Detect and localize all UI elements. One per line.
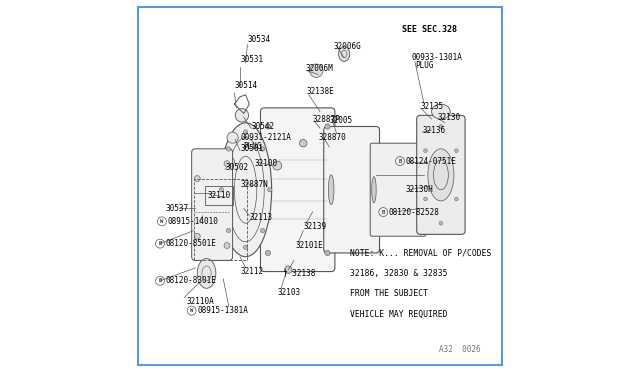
Text: 08120-82528: 08120-82528 bbox=[389, 208, 440, 217]
Circle shape bbox=[243, 130, 248, 134]
Ellipse shape bbox=[431, 104, 450, 119]
Text: 32113: 32113 bbox=[250, 213, 273, 222]
Text: 00931-2121A: 00931-2121A bbox=[240, 133, 291, 142]
Circle shape bbox=[195, 176, 200, 182]
Circle shape bbox=[219, 187, 223, 192]
Circle shape bbox=[224, 243, 230, 248]
Ellipse shape bbox=[197, 259, 216, 288]
Circle shape bbox=[325, 124, 330, 129]
Text: 32101E: 32101E bbox=[296, 241, 324, 250]
Text: 30537: 30537 bbox=[166, 204, 189, 213]
Text: NOTE: K... REMOVAL OF P/CODES: NOTE: K... REMOVAL OF P/CODES bbox=[349, 248, 491, 257]
Circle shape bbox=[223, 156, 234, 167]
Text: 30514: 30514 bbox=[234, 81, 257, 90]
Ellipse shape bbox=[428, 149, 454, 201]
Text: 30534: 30534 bbox=[248, 35, 271, 44]
Circle shape bbox=[439, 221, 443, 225]
Text: B: B bbox=[159, 241, 162, 246]
FancyBboxPatch shape bbox=[417, 115, 465, 234]
Text: 32110: 32110 bbox=[207, 191, 231, 200]
Circle shape bbox=[310, 64, 323, 77]
Text: † 32138: † 32138 bbox=[283, 269, 315, 278]
Text: 32135: 32135 bbox=[420, 102, 444, 110]
Text: 32887N: 32887N bbox=[240, 180, 268, 189]
Text: 32110A: 32110A bbox=[186, 297, 214, 306]
Text: 00933-1301A: 00933-1301A bbox=[411, 53, 462, 62]
Circle shape bbox=[325, 250, 330, 256]
Text: 08120-8301E: 08120-8301E bbox=[166, 276, 216, 285]
Text: 328870: 328870 bbox=[318, 133, 346, 142]
FancyBboxPatch shape bbox=[191, 149, 232, 260]
Ellipse shape bbox=[339, 46, 349, 61]
Circle shape bbox=[235, 109, 248, 122]
Circle shape bbox=[285, 266, 292, 273]
Circle shape bbox=[260, 147, 265, 151]
Circle shape bbox=[260, 228, 265, 233]
Circle shape bbox=[439, 125, 443, 128]
Text: 32130H: 32130H bbox=[406, 185, 433, 194]
Text: 32136: 32136 bbox=[422, 126, 445, 135]
Text: SEE SEC.328: SEE SEC.328 bbox=[402, 25, 457, 34]
Circle shape bbox=[268, 187, 272, 192]
Ellipse shape bbox=[328, 175, 334, 205]
Circle shape bbox=[227, 147, 231, 151]
Text: 30542: 30542 bbox=[251, 122, 275, 131]
FancyBboxPatch shape bbox=[260, 108, 335, 272]
Text: W: W bbox=[160, 219, 164, 224]
Circle shape bbox=[424, 197, 428, 201]
Bar bbox=[193, 179, 248, 260]
Circle shape bbox=[227, 132, 238, 143]
Text: 32006M: 32006M bbox=[305, 64, 333, 73]
Circle shape bbox=[424, 149, 428, 153]
Text: B: B bbox=[398, 158, 402, 164]
Text: 08120-8501E: 08120-8501E bbox=[166, 239, 216, 248]
Text: 32103: 32103 bbox=[277, 288, 300, 296]
Circle shape bbox=[454, 149, 458, 153]
Circle shape bbox=[454, 197, 458, 201]
Text: PLUG: PLUG bbox=[244, 142, 262, 151]
Text: 32186, 32830 & 32835: 32186, 32830 & 32835 bbox=[349, 269, 447, 278]
Text: FROM THE SUBJECT: FROM THE SUBJECT bbox=[349, 289, 428, 298]
Circle shape bbox=[243, 245, 248, 250]
Text: 32006G: 32006G bbox=[333, 42, 361, 51]
Circle shape bbox=[224, 161, 230, 167]
Ellipse shape bbox=[372, 177, 376, 203]
Text: 30501: 30501 bbox=[240, 144, 263, 153]
Text: W: W bbox=[190, 308, 193, 313]
Text: 32887P: 32887P bbox=[312, 115, 340, 124]
FancyBboxPatch shape bbox=[370, 143, 426, 236]
Text: A32  0026: A32 0026 bbox=[439, 345, 481, 354]
Text: 32100: 32100 bbox=[255, 159, 278, 168]
Text: 32139: 32139 bbox=[303, 222, 326, 231]
Text: 32112: 32112 bbox=[240, 267, 263, 276]
Text: 32130: 32130 bbox=[437, 113, 460, 122]
Ellipse shape bbox=[220, 123, 271, 257]
Text: B: B bbox=[159, 278, 162, 283]
Circle shape bbox=[300, 140, 307, 147]
Text: 30531: 30531 bbox=[240, 55, 263, 64]
Circle shape bbox=[273, 161, 282, 170]
Text: 08124-0751E: 08124-0751E bbox=[406, 157, 456, 166]
Text: VEHICLE MAY REQUIRED: VEHICLE MAY REQUIRED bbox=[349, 310, 447, 319]
Text: PLUG: PLUG bbox=[415, 61, 433, 70]
Text: B: B bbox=[381, 209, 385, 215]
Text: 30502: 30502 bbox=[225, 163, 248, 172]
Text: 08915-1381A: 08915-1381A bbox=[197, 306, 248, 315]
Text: 08915-14010: 08915-14010 bbox=[168, 217, 218, 226]
FancyBboxPatch shape bbox=[324, 126, 380, 253]
Circle shape bbox=[266, 250, 271, 256]
Text: 32005: 32005 bbox=[330, 116, 353, 125]
Text: 32138E: 32138E bbox=[307, 87, 335, 96]
Circle shape bbox=[195, 233, 200, 239]
Circle shape bbox=[266, 124, 271, 129]
Circle shape bbox=[227, 228, 231, 233]
